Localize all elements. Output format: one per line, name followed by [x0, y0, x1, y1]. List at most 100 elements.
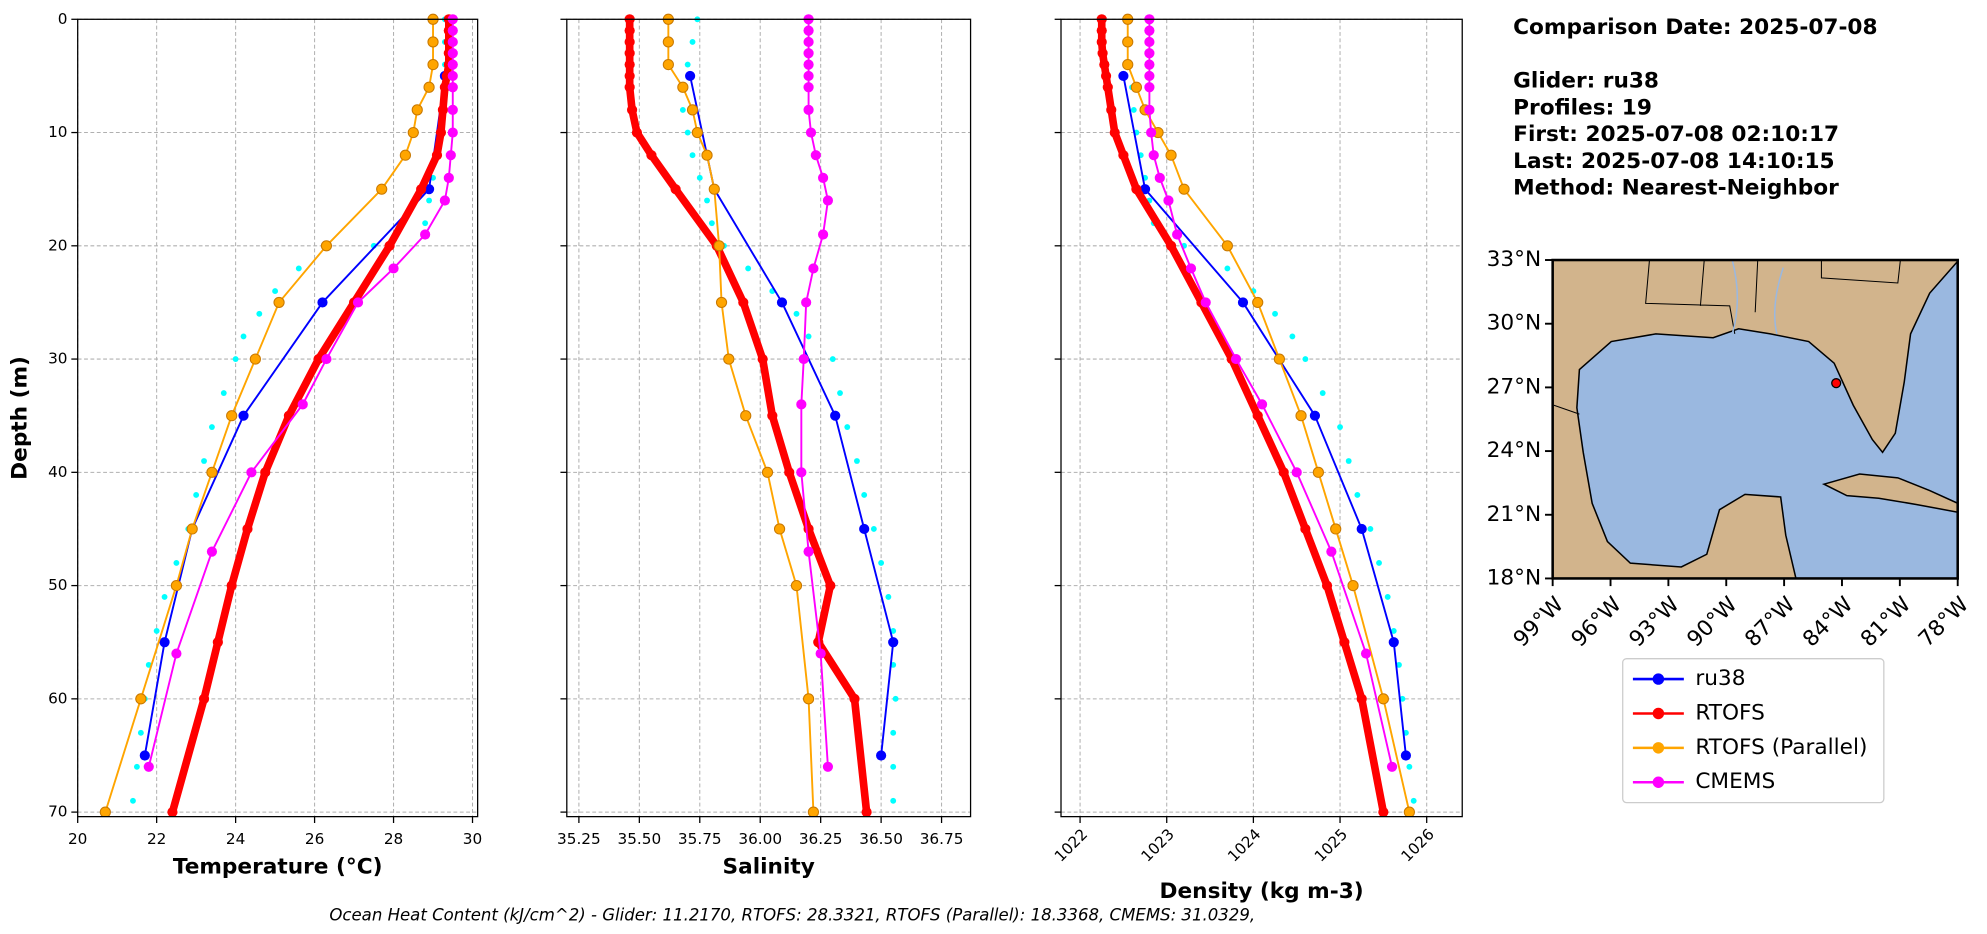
profile-marker — [803, 82, 814, 93]
y-tick-label: 30°N — [1487, 311, 1542, 336]
profile-marker — [1356, 693, 1367, 704]
profile-marker — [1230, 353, 1242, 365]
glider-point — [1354, 492, 1361, 498]
x-tick-label: 30 — [463, 830, 482, 848]
glider-point — [422, 220, 429, 227]
legend-marker — [1652, 707, 1665, 720]
profile-marker — [805, 127, 817, 138]
x-tick-label: 22 — [147, 830, 166, 848]
profile-marker — [803, 70, 814, 82]
profile-marker — [439, 195, 450, 206]
x-tick-label: 36.50 — [859, 830, 903, 848]
profile-marker — [1377, 693, 1389, 705]
profile-marker — [1309, 410, 1321, 421]
profile-marker — [803, 523, 814, 535]
x-axis-label: Temperature (°C) — [173, 855, 383, 880]
profile-marker — [447, 127, 458, 138]
profile-marker — [817, 172, 829, 183]
y-tick-label: 18°N — [1487, 565, 1542, 590]
glider-point — [130, 797, 136, 804]
glider-point — [295, 265, 302, 272]
profile-marker — [767, 410, 778, 421]
x-tick-label: 93°W — [1625, 592, 1685, 652]
glider-point — [137, 729, 144, 736]
legend-label: RTOFS (Parallel) — [1695, 735, 1867, 760]
glider-point — [708, 220, 715, 227]
y-axis-label: Depth (m) — [7, 356, 32, 480]
profile-marker — [1291, 467, 1302, 478]
x-tick-label: 26 — [305, 830, 324, 848]
profile-marker — [445, 150, 456, 161]
glider-point — [892, 695, 899, 702]
profile-marker — [662, 36, 674, 48]
profile-marker — [317, 297, 328, 308]
profile-marker — [801, 297, 812, 308]
glider-point — [173, 560, 180, 566]
x-tick-label: 24 — [226, 830, 245, 848]
legend-label: CMEMS — [1695, 769, 1775, 794]
profile-marker — [171, 648, 182, 659]
y-tick-label: 70 — [48, 803, 67, 821]
glider-point — [240, 333, 247, 340]
profile-marker — [646, 150, 657, 161]
profile-marker — [447, 104, 458, 115]
profile-marker — [407, 126, 419, 139]
profile-marker — [1106, 104, 1117, 115]
info-line: Last: 2025-07-08 14:10:15 — [1513, 149, 1834, 174]
glider-point — [684, 129, 691, 136]
glider-point — [696, 174, 703, 181]
profile-line — [689, 75, 895, 756]
glider-point — [193, 492, 200, 498]
profile-marker — [624, 48, 635, 59]
profile-marker — [803, 48, 814, 59]
x-tick-label: 36.25 — [799, 830, 843, 848]
x-tick-label: 99°W — [1509, 592, 1569, 652]
glider-point — [689, 39, 696, 45]
glider-point — [153, 627, 160, 634]
y-tick-label: 27°N — [1487, 374, 1542, 399]
glider-point — [232, 356, 239, 362]
y-tick-label: 24°N — [1487, 438, 1542, 463]
profile-marker — [810, 150, 821, 161]
profile-marker — [662, 58, 674, 71]
glider-point — [1406, 763, 1413, 770]
profile-marker — [1403, 806, 1415, 817]
profile-marker — [198, 693, 210, 704]
profile-marker — [1148, 150, 1159, 161]
glider-point — [684, 61, 691, 68]
profile-marker — [876, 750, 887, 761]
profile-marker — [297, 399, 308, 410]
profile-marker — [723, 353, 735, 365]
x-tick-label: 36.75 — [920, 830, 964, 848]
profile-marker — [624, 70, 635, 82]
glider-point — [1384, 593, 1391, 600]
plot-frame — [77, 18, 479, 818]
profile-marker — [1163, 195, 1174, 206]
glider-point — [256, 310, 263, 317]
profile-marker — [399, 149, 411, 161]
profile-marker — [803, 104, 814, 115]
profile-marker — [320, 240, 333, 252]
profile-marker — [1102, 82, 1113, 93]
glider-point — [837, 390, 843, 396]
profile-marker — [670, 184, 681, 195]
glider-point — [890, 797, 897, 804]
profile-marker — [447, 70, 458, 82]
profile-marker — [1144, 104, 1155, 115]
glider-point — [679, 106, 686, 113]
profile-marker — [1321, 580, 1333, 591]
profile-marker — [1118, 70, 1129, 82]
glider-point — [745, 265, 752, 272]
glider-point — [1390, 627, 1397, 634]
legend-frame — [1622, 658, 1885, 804]
y-tick-label: 30 — [48, 350, 67, 368]
glider-point — [220, 390, 227, 396]
map-frame — [1551, 258, 1959, 580]
legend-marker — [1652, 742, 1665, 754]
profile-marker — [439, 82, 450, 93]
profile-marker — [1165, 149, 1177, 161]
y-tick-label: 21°N — [1487, 502, 1542, 527]
profile-marker — [167, 807, 178, 817]
profile-marker — [861, 807, 872, 817]
glider-point — [793, 310, 800, 317]
